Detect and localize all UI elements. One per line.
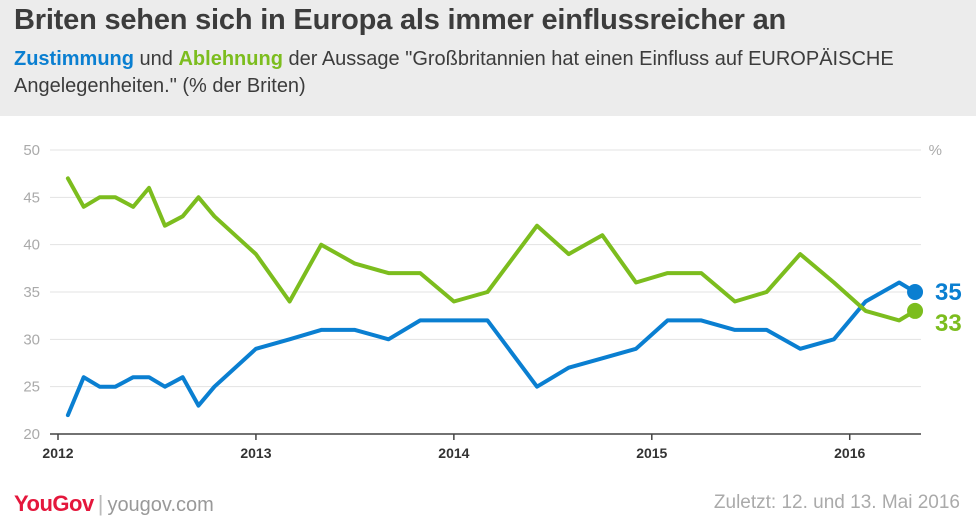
subtitle-ablehnung: Ablehnung (178, 48, 283, 70)
y-tick-label-20: 20 (23, 426, 40, 443)
x-tick-label-2013: 2013 (240, 445, 271, 461)
y-tick-label-25: 25 (23, 379, 40, 396)
subtitle-zustimmung: Zustimmung (14, 48, 134, 70)
site-url: yougov.com (107, 494, 214, 516)
y-tick-label-45: 45 (23, 189, 40, 206)
x-tick-label-2015: 2015 (636, 445, 667, 461)
end-value-label-zustimmung: 35 (935, 279, 962, 306)
chart-title: Briten sehen sich in Europa als immer ei… (14, 4, 787, 36)
subtitle-rest: der Aussage "Großbritannien hat einen Ei… (14, 48, 894, 97)
axis-layer: 20 25 30 35 40 45 50 % 2012 2013 2014 2015 2016 (23, 142, 942, 461)
x-tick-label-2012: 2012 (42, 445, 73, 461)
last-updated-note: Zuletzt: 12. und 13. Mai 2016 (713, 492, 960, 513)
y-tick-label-50: 50 (23, 142, 40, 159)
series-end-point-ablehnung (907, 302, 924, 319)
x-tick-label-2016: 2016 (834, 445, 865, 461)
series-line-ablehnung (65, 176, 917, 323)
yougov-logo: YouGov | yougov.com (14, 491, 214, 517)
series-end-point-zustimmung (907, 284, 924, 300)
end-value-label-ablehnung: 33 (935, 310, 962, 337)
series-layer (65, 176, 924, 418)
logo-separator: | (97, 491, 104, 516)
series-line-zustimmung (65, 280, 917, 418)
y-tick-label-30: 30 (23, 331, 40, 348)
x-tick-label-2014: 2014 (438, 445, 469, 461)
chart-header: Briten sehen sich in Europa als immer ei… (0, 0, 976, 116)
brand-name: YouGov (14, 491, 94, 516)
chart-subtitle: Zustimmung und Ablehnung der Aussage "Gr… (14, 46, 954, 100)
subtitle-und: und (134, 48, 179, 70)
unit-label: % (929, 142, 942, 159)
y-tick-label-35: 35 (23, 284, 40, 301)
y-tick-label-40: 40 (23, 237, 40, 254)
